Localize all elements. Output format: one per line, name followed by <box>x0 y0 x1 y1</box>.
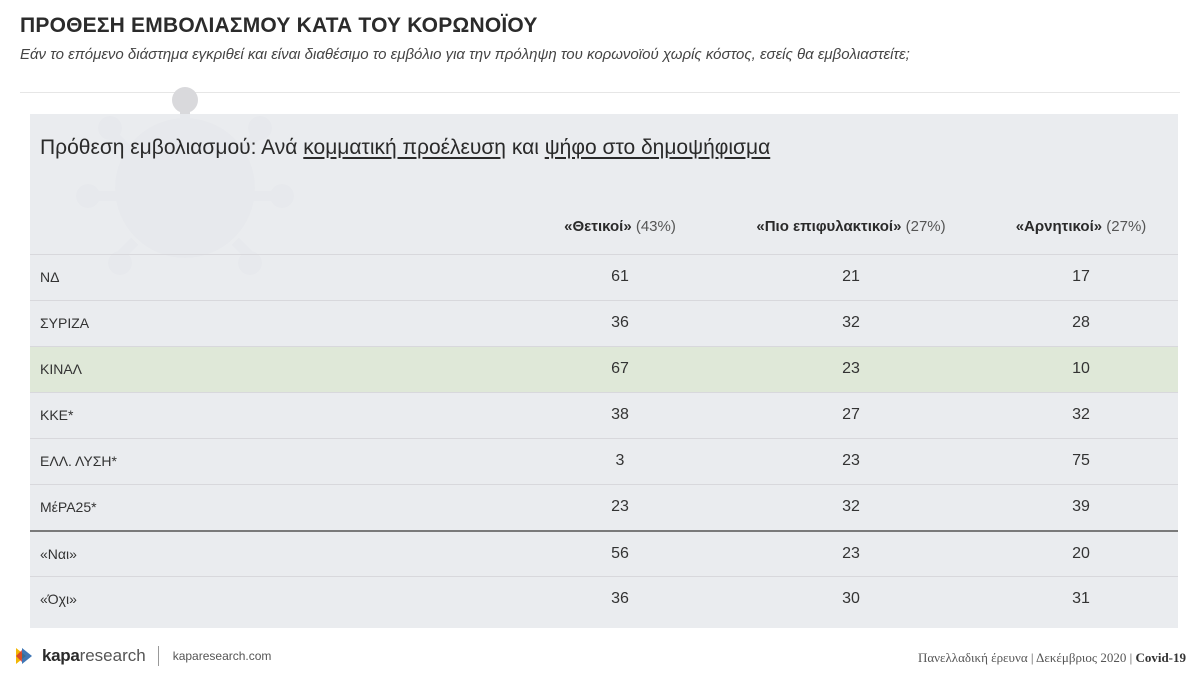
kapa-logo-icon <box>16 648 32 664</box>
table-row: «Ναι» 56 23 20 <box>30 530 1178 576</box>
column-header-positive: «Θετικοί» (43%) <box>564 218 676 235</box>
heading-prefix: Πρόθεση εμβολιασμού: Ανά <box>40 136 304 159</box>
table-cell: 23 <box>842 452 860 469</box>
column-pct: (43%) <box>635 218 676 235</box>
table-cell: 23 <box>842 545 860 562</box>
table-cell: 28 <box>1072 314 1090 331</box>
table-cell: 17 <box>1072 268 1090 285</box>
table-row: ΚΚΕ* 38 27 32 <box>30 392 1178 438</box>
table-cell: 32 <box>842 498 860 515</box>
row-label: ΜέΡΑ25* <box>40 499 97 515</box>
panel-heading: Πρόθεση εμβολιασμού: Ανά κομματική προέλ… <box>40 136 770 160</box>
table-cell: 39 <box>1072 498 1090 515</box>
column-label: «Πιο επιφυλακτικοί» <box>756 218 902 235</box>
logo-suffix: research <box>79 646 146 665</box>
table-cell: 23 <box>611 498 629 515</box>
table-cell: 21 <box>842 268 860 285</box>
column-pct: (27%) <box>1106 218 1147 235</box>
table-cell: 31 <box>1072 590 1090 607</box>
table-cell: 36 <box>611 590 629 607</box>
page-title: ΠΡΟΘΕΣΗ ΕΜΒΟΛΙΑΣΜΟΥ ΚΑΤΑ ΤΟΥ ΚΟΡΩΝΟΪΟΥ <box>20 14 538 37</box>
column-label: «Αρνητικοί» <box>1015 218 1103 235</box>
column-label: «Θετικοί» <box>564 218 632 235</box>
heading-mid: και <box>505 136 545 159</box>
table-cell: 61 <box>611 268 629 285</box>
logo-brand: kapa <box>42 646 80 665</box>
table-row: ΜέΡΑ25* 23 32 39 <box>30 484 1178 530</box>
table-cell: 30 <box>842 590 860 607</box>
header-divider <box>20 92 1180 93</box>
logo-divider <box>157 646 159 666</box>
table-row: ΕΛΛ. ΛΥΣΗ* 3 23 75 <box>30 438 1178 484</box>
column-pct: (27%) <box>905 218 946 235</box>
table-cell: 27 <box>842 406 860 423</box>
heading-underlined-referendum: ψήφο στο δημοψήφισμα <box>544 136 771 159</box>
results-panel: Πρόθεση εμβολιασμού: Ανά κομματική προέλ… <box>30 114 1178 628</box>
heading-underlined-party: κομματική προέλευση <box>303 136 506 159</box>
table-row: ΣΥΡΙΖΑ 36 32 28 <box>30 300 1178 346</box>
website-url[interactable]: kaparesearch.com <box>172 649 272 663</box>
table-cell: 23 <box>842 360 860 377</box>
survey-label: Πανελλαδική έρευνα | Δεκέμβριος 2020 | <box>917 650 1136 665</box>
survey-tag: Covid-19 <box>1135 650 1186 665</box>
row-label: ΚΙΝΑΛ <box>40 361 83 377</box>
table-row: ΚΙΝΑΛ 67 23 10 <box>30 346 1178 392</box>
row-label: ΕΛΛ. ΛΥΣΗ* <box>40 453 117 469</box>
row-label: ΝΔ <box>40 269 60 285</box>
table-cell: 32 <box>842 314 860 331</box>
table-row: «Όχι» 36 30 31 <box>30 576 1178 622</box>
column-header-negative: «Αρνητικοί» (27%) <box>1016 218 1147 235</box>
table-cell: 10 <box>1072 360 1090 377</box>
table-cell: 56 <box>611 545 629 562</box>
kapa-research-logo: kaparesearch kaparesearch.com <box>14 646 271 666</box>
table-cell: 36 <box>611 314 629 331</box>
row-label: «Όχι» <box>40 591 77 607</box>
row-label: ΣΥΡΙΖΑ <box>40 315 90 331</box>
page-subtitle: Εάν το επόμενο διάστημα εγκριθεί και είν… <box>20 46 910 63</box>
table-cell: 38 <box>611 406 629 423</box>
table-cell: 75 <box>1072 452 1090 469</box>
table-cell: 67 <box>611 360 629 377</box>
table-row: ΝΔ 61 21 17 <box>30 254 1178 300</box>
column-header-cautious: «Πιο επιφυλακτικοί» (27%) <box>756 218 945 235</box>
table-cell: 32 <box>1072 406 1090 423</box>
table-cell: 20 <box>1072 545 1090 562</box>
table-cell: 3 <box>615 452 625 469</box>
row-label: ΚΚΕ* <box>40 407 74 423</box>
row-label: «Ναι» <box>40 546 77 562</box>
survey-info: Πανελλαδική έρευνα | Δεκέμβριος 2020 | C… <box>918 650 1186 666</box>
